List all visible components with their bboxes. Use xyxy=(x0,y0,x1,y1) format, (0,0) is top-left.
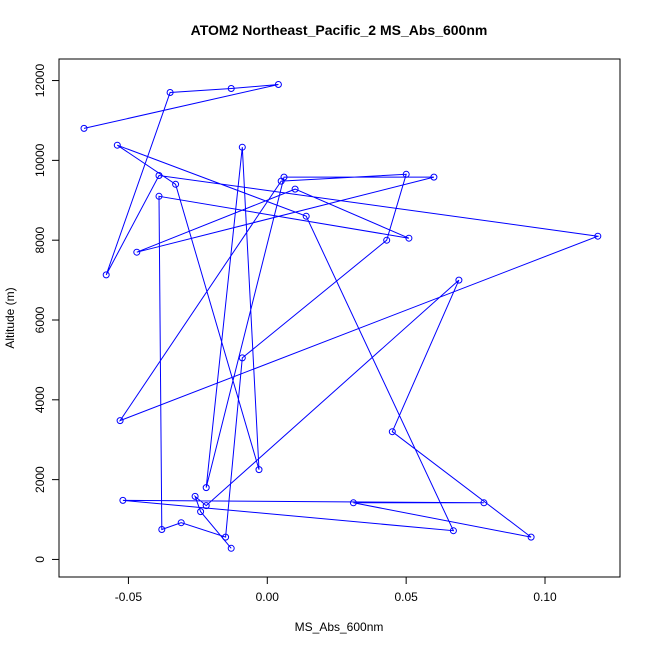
x-axis-label: MS_Abs_600nm xyxy=(295,620,384,634)
data-point xyxy=(119,496,127,504)
data-point xyxy=(402,170,410,178)
data-point xyxy=(449,527,457,535)
series-line xyxy=(83,84,600,549)
data-point xyxy=(291,185,299,193)
x-tick-label: -0.05 xyxy=(115,590,143,604)
y-tick-label: 8000 xyxy=(33,227,47,254)
data-point xyxy=(158,526,166,533)
data-point xyxy=(594,232,602,240)
data-point xyxy=(222,533,230,541)
x-tick-label: 0.05 xyxy=(394,590,418,604)
y-tick-label: 4000 xyxy=(33,386,47,413)
data-point xyxy=(302,212,310,220)
data-point xyxy=(383,236,391,244)
data-point xyxy=(455,276,463,284)
data-point xyxy=(388,428,396,436)
y-tick-label: 0 xyxy=(33,556,47,563)
chart-title: ATOM2 Northeast_Pacific_2 MS_Abs_600nm xyxy=(191,22,488,38)
plot-frame xyxy=(58,58,621,578)
data-point xyxy=(255,466,263,474)
data-point xyxy=(238,143,246,151)
plot-area xyxy=(80,81,602,552)
data-point xyxy=(116,417,124,425)
x-axis: -0.05 0.00 0.05 0.10 xyxy=(115,577,557,604)
data-point xyxy=(80,124,88,132)
x-tick-label: 0.00 xyxy=(256,590,280,604)
data-point xyxy=(197,508,205,516)
data-point xyxy=(480,499,488,507)
data-point xyxy=(102,271,110,279)
data-point xyxy=(133,248,141,256)
data-point xyxy=(202,484,210,492)
data-point xyxy=(405,234,413,242)
data-point xyxy=(527,533,535,541)
data-point xyxy=(238,354,246,362)
data-point xyxy=(227,85,235,92)
data-point xyxy=(202,502,210,510)
data-point xyxy=(155,172,163,179)
data-point xyxy=(227,544,235,552)
y-axis-label: Altitude (m) xyxy=(3,287,17,348)
data-point xyxy=(166,89,174,96)
data-point xyxy=(277,177,285,185)
data-point xyxy=(177,519,185,527)
data-point xyxy=(349,499,357,507)
y-tick-label: 10000 xyxy=(33,143,47,177)
data-point xyxy=(191,492,199,500)
y-tick-label: 2000 xyxy=(33,466,47,493)
data-point xyxy=(113,141,121,149)
data-point xyxy=(172,180,180,188)
data-point xyxy=(430,173,438,181)
y-axis: 0 2000 4000 6000 8000 10000 12000 xyxy=(33,64,59,563)
data-point xyxy=(274,81,282,88)
data-point xyxy=(155,192,163,200)
y-tick-label: 6000 xyxy=(33,306,47,333)
x-tick-label: 0.10 xyxy=(533,590,557,604)
y-tick-label: 12000 xyxy=(33,64,47,98)
